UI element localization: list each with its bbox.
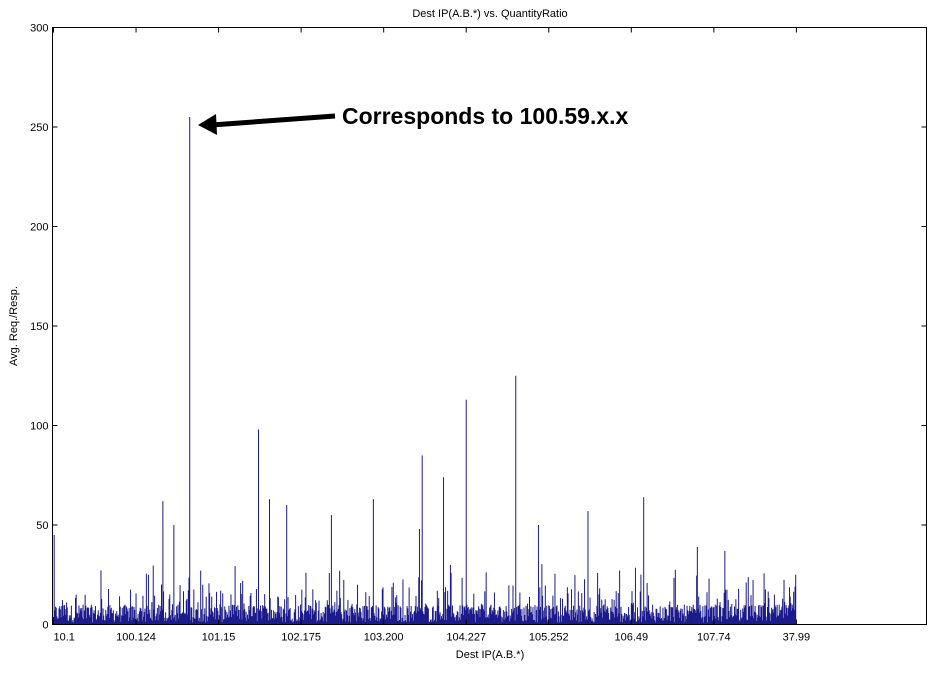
y-tick-label: 50 — [36, 520, 48, 532]
x-tick-label: 101.15 — [202, 632, 236, 644]
y-axis: 0 50 100 150 200 250 300 — [30, 23, 927, 632]
x-tick-label: 103.200 — [364, 632, 404, 644]
x-tick-label: 106.49 — [614, 632, 648, 644]
x-tick-label: 105.252 — [529, 632, 569, 644]
x-axis: 10.1 100.124 101.15 102.175 103.200 104.227 10… — [53, 27, 811, 644]
annotation-arrow-shaft — [211, 113, 336, 128]
x-axis-title: Dest IP(A.B.*) — [456, 649, 524, 661]
annotation-arrow-head-icon — [198, 114, 217, 135]
x-tick-label: 104.227 — [446, 632, 486, 644]
x-tick-label: 107.74 — [697, 632, 731, 644]
chart-title: Dest IP(A.B.*) vs. QuantityRatio — [412, 8, 567, 20]
x-tick-label: 102.175 — [281, 632, 321, 644]
y-tick-label: 200 — [30, 222, 48, 234]
annotation: Corresponds to 100.59.x.x — [198, 103, 629, 135]
y-tick-label: 0 — [42, 620, 48, 632]
y-tick-label: 300 — [30, 23, 48, 35]
bars-group — [53, 117, 797, 625]
x-tick-label: 37.99 — [783, 632, 811, 644]
x-tick-label: 100.124 — [116, 632, 156, 644]
y-tick-label: 250 — [30, 122, 48, 134]
y-tick-label: 100 — [30, 421, 48, 433]
x-tick-label: 10.1 — [54, 632, 75, 644]
y-tick-label: 150 — [30, 321, 48, 333]
y-axis-title: Avg. Req./Resp. — [8, 286, 20, 366]
annotation-text: Corresponds to 100.59.x.x — [342, 103, 629, 129]
